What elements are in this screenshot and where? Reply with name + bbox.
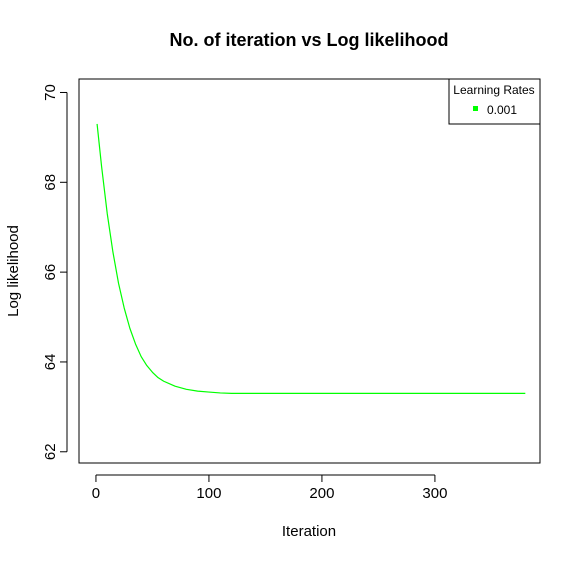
y-tick-label: 62: [42, 443, 59, 460]
plot-frame: [78, 78, 541, 464]
y-axis-label: Log likelihood: [5, 225, 22, 317]
legend-entry-label: 0.001: [487, 103, 517, 117]
series-layer: [96, 123, 526, 394]
x-axis: 0 100 200 300: [92, 474, 447, 502]
y-tick-label: 66: [42, 264, 59, 281]
y-tick-label: 68: [42, 174, 59, 191]
series-line: [96, 123, 526, 394]
y-tick-label: 70: [42, 84, 59, 101]
x-axis-label: Iteration: [282, 523, 336, 540]
x-tick-label: 300: [422, 485, 447, 502]
chart-title: No. of iteration vs Log likelihood: [169, 30, 448, 50]
legend-swatch: [473, 106, 478, 111]
y-tick-label: 64: [42, 354, 59, 371]
x-tick-label: 200: [309, 485, 334, 502]
x-tick-label: 0: [92, 485, 100, 502]
legend: Learning Rates 0.001: [448, 78, 541, 125]
legend-box: [448, 78, 541, 125]
x-tick-label: 100: [196, 485, 221, 502]
legend-title: Learning Rates: [453, 83, 534, 97]
y-axis: 62 64 66 68 70: [42, 84, 68, 460]
